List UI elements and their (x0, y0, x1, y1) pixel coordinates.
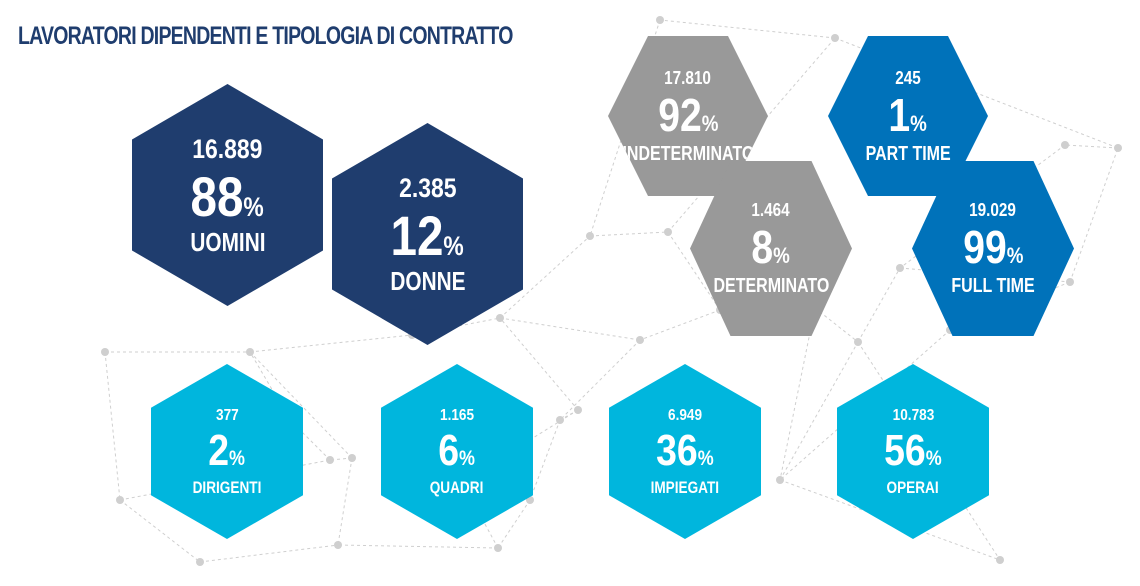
network-node (1114, 144, 1122, 152)
network-node (348, 454, 356, 462)
network-node (556, 416, 564, 424)
network-link (779, 307, 816, 481)
network-link (499, 317, 641, 341)
part-time-count: 245 (895, 67, 921, 88)
network-node (831, 34, 839, 42)
network-node (586, 232, 594, 240)
network-link (104, 351, 121, 501)
uomini-count: 16.889 (192, 133, 263, 164)
network-link (857, 341, 1001, 561)
operai-count: 10.783 (892, 406, 934, 424)
network-node (101, 348, 109, 356)
indeterminato-count: 17.810 (664, 67, 712, 88)
network-node (854, 338, 862, 346)
hex-donne: 2.385 12% DONNE (332, 123, 523, 345)
network-link (497, 499, 531, 549)
impiegati-percent: 36% (656, 425, 714, 475)
operai-percent: 56% (884, 425, 942, 475)
network-link (1064, 144, 1119, 149)
network-link (499, 235, 591, 319)
donne-percent: 12% (390, 203, 465, 267)
full-time-count: 19.029 (969, 200, 1017, 220)
network-link (779, 341, 859, 481)
network-node (996, 556, 1004, 564)
network-node (664, 228, 672, 236)
network-node (1061, 141, 1069, 149)
part-time-percent: 1% (888, 88, 928, 141)
network-node (896, 264, 904, 272)
full-time-label: FULL TIME (951, 275, 1035, 297)
dirigenti-count: 377 (215, 406, 239, 424)
quadri-label: QUADRI (430, 477, 484, 497)
determinato-label: DETERMINATO (713, 275, 829, 297)
dirigenti-label: DIRIGENTI (192, 477, 262, 497)
quadri-count: 1.165 (439, 406, 475, 424)
network-link (337, 457, 353, 546)
network-link (639, 309, 721, 341)
uomini-percent: 88% (190, 164, 265, 228)
network-link (119, 499, 201, 563)
donne-label: DONNE (389, 265, 466, 296)
network-node (116, 496, 124, 504)
network-link (529, 419, 561, 501)
network-link (667, 231, 721, 311)
part-time-label: PART TIME (865, 142, 951, 165)
network-node (334, 541, 342, 549)
indeterminato-percent: 92% (657, 88, 719, 141)
network-link (199, 544, 339, 563)
operai-label: OPERAI (886, 477, 940, 497)
hex-indeterminato: 17.810 92% INDETERMINATO (608, 36, 768, 196)
indeterminato-label: INDETERMINATO (622, 142, 754, 165)
network-node (1066, 278, 1074, 286)
full-time-percent: 99% (962, 221, 1024, 273)
network-node (776, 476, 784, 484)
quadri-percent: 6% (438, 425, 476, 475)
uomini-label: UOMINI (189, 226, 266, 257)
network-node (196, 558, 204, 566)
network-link (559, 339, 641, 421)
donne-count: 2.385 (398, 172, 457, 203)
dirigenti-percent: 2% (208, 425, 246, 475)
network-link (857, 267, 901, 343)
impiegati-label: IMPIEGATI (650, 477, 720, 497)
network-link (1069, 147, 1119, 283)
network-link (249, 351, 353, 459)
determinato-count: 1.464 (751, 200, 791, 220)
network-link (589, 231, 669, 237)
network-link (499, 317, 579, 411)
network-node (246, 348, 254, 356)
network-link (779, 329, 951, 481)
network-link (659, 19, 836, 39)
network-node (636, 336, 644, 344)
network-node (496, 314, 504, 322)
determinato-percent: 8% (751, 221, 791, 273)
network-node (326, 456, 334, 464)
network-node (656, 16, 664, 24)
page-title: LAVORATORI DIPENDENTI E TIPOLOGIA DI CON… (18, 22, 513, 50)
impiegati-count: 6.949 (667, 406, 703, 424)
network-node (574, 406, 582, 414)
network-link (337, 544, 499, 549)
network-link (249, 334, 413, 353)
network-node (494, 544, 502, 552)
